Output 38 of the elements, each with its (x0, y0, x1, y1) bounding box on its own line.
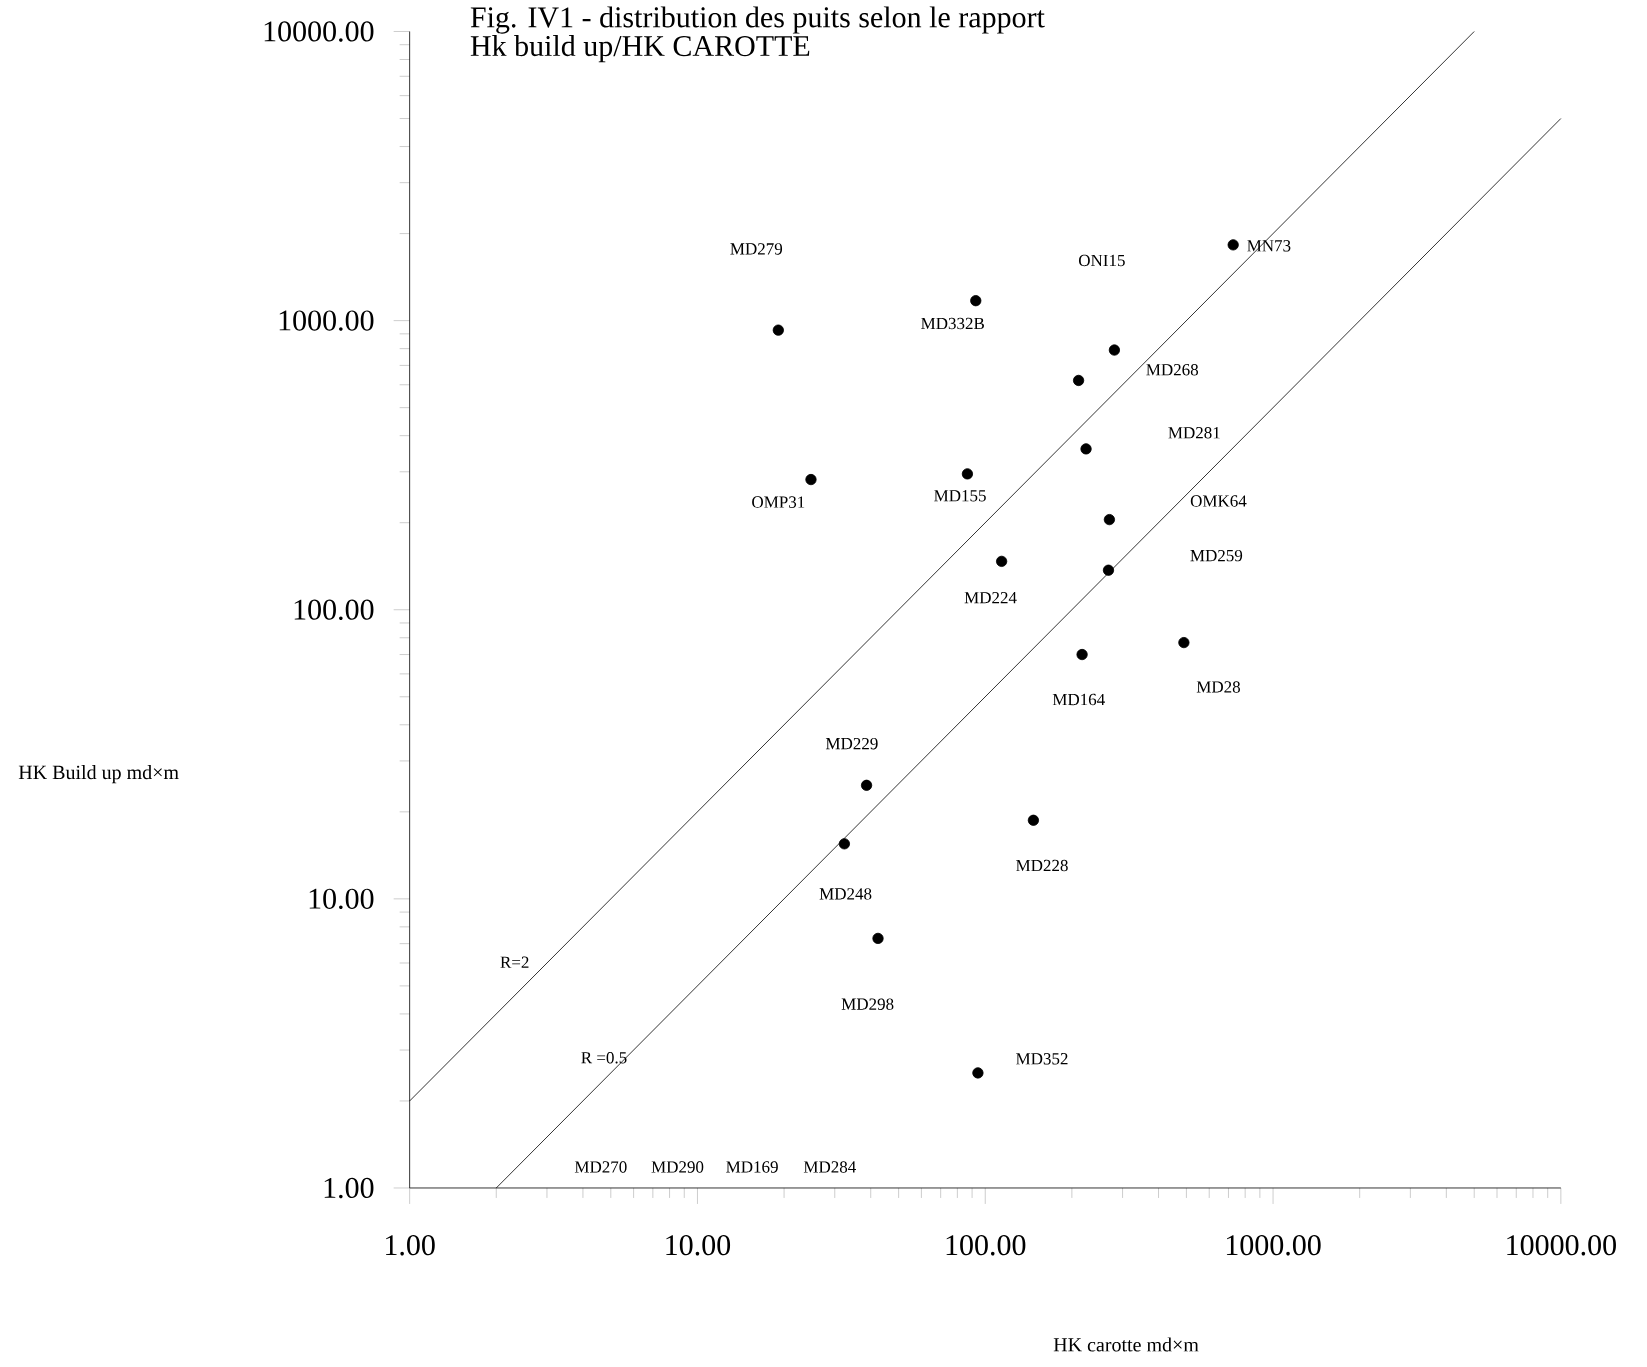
x-tick-label: 1.00 (386, 1235, 435, 1256)
annotation: MD229 (825, 737, 878, 750)
annotation: MD284 (803, 1161, 856, 1173)
x-tick-label: 10000.00 (1507, 1235, 1616, 1256)
chart-title: Fig. IV1 - distribution des puits selon le rapport (470, 6, 1045, 34)
y-tick-label: 10.00 (309, 888, 374, 910)
annotation: MD169 (726, 1161, 778, 1173)
annotation: MD270 (574, 1161, 627, 1173)
annotation: MD28 (1196, 681, 1240, 693)
annotation: MD290 (651, 1161, 704, 1173)
annotation: OMK64 (1190, 495, 1247, 507)
annotation: MD281 (1168, 427, 1220, 439)
annotation: MD279 (730, 243, 783, 255)
annotation: MD352 (1016, 1053, 1068, 1065)
annotation: MD155 (934, 490, 986, 502)
annotation: MN73 (1247, 240, 1291, 252)
x-tick-label: 10.00 (666, 1235, 731, 1256)
x-tick-label: 1000.00 (1226, 1235, 1321, 1256)
x-tick-label: 100.00 (946, 1235, 1026, 1256)
annotation: R =0.5 (581, 1051, 627, 1064)
annotation: MD228 (1016, 859, 1068, 872)
annotation: MD268 (1146, 364, 1199, 376)
annotation: MD332B (921, 317, 984, 330)
y-tick-label: 1000.00 (279, 310, 374, 331)
annotation: MD259 (1190, 549, 1243, 562)
annotation: MD298 (841, 998, 894, 1010)
chart-subtitle: Hk build up/HK CAROTTE (470, 35, 810, 63)
y-tick-label: 100.00 (294, 599, 374, 620)
y-axis-title: HK Build up md×m (18, 765, 179, 784)
annotation: MD164 (1052, 693, 1105, 706)
y-tick-label: 1.00 (324, 1177, 374, 1199)
y-tick-label: 10000.00 (264, 21, 374, 42)
x-axis-title: HK carotte md×m (1053, 1337, 1199, 1352)
annotation: OMP31 (752, 496, 805, 508)
annotation: MD248 (819, 888, 872, 900)
annotation: R=2 (500, 956, 529, 968)
annotation: ONI15 (1078, 254, 1125, 267)
annotation: MD224 (964, 592, 1017, 604)
